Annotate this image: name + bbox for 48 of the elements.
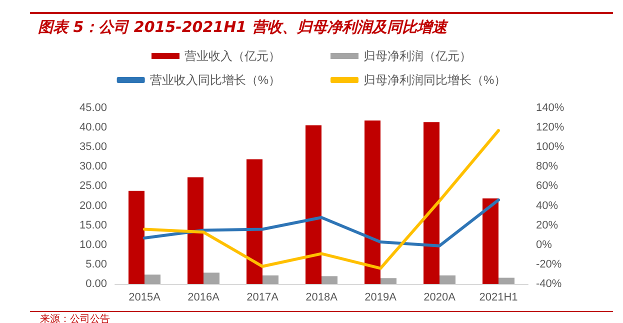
bar (322, 276, 338, 284)
y-tick-label: 45.00 (79, 102, 107, 114)
y-tick-label: 0.00 (86, 278, 107, 290)
line-series (143, 198, 500, 248)
x-tick-label: 2018A (306, 292, 338, 304)
bar (498, 278, 514, 284)
x-tick-label: 2021H1 (479, 292, 518, 304)
x-tick-label: 2019A (364, 292, 398, 304)
y2-tick-label: 140% (536, 102, 564, 114)
bar (204, 272, 220, 284)
y2-tick-label: 40% (536, 200, 558, 212)
bar (440, 275, 456, 284)
x-tick-label: 2016A (188, 292, 220, 304)
y-tick-label: 10.00 (79, 238, 107, 251)
bar (144, 274, 160, 284)
bar (482, 198, 498, 284)
chart-title: 图表 5：公司 2015-2021H1 营收、归母净利润及同比增速 (38, 18, 447, 37)
y-tick-label: 30.00 (79, 160, 107, 173)
legend-label: 营业收入（亿元） (184, 49, 280, 63)
y2-tick-label: 120% (536, 122, 564, 134)
y2-tick-label: 60% (536, 180, 558, 192)
y-tick-label: 20.00 (79, 200, 107, 212)
x-tick-label: 2020A (424, 292, 456, 304)
y-tick-label: 40.00 (79, 122, 107, 134)
y2-tick-label: 0% (536, 238, 552, 251)
y2-tick-label: -40% (536, 278, 562, 290)
x-tick-label: 2015A (128, 292, 162, 304)
bar (188, 177, 204, 284)
y-tick-label: 25.00 (79, 180, 107, 192)
bar (246, 159, 262, 284)
legend-label: 归母净利润同比增长（%） (364, 73, 506, 87)
y-tick-label: 35.00 (79, 141, 107, 154)
bar (380, 278, 396, 284)
line-series (143, 128, 500, 270)
y2-tick-label: -20% (536, 258, 562, 270)
legend-label: 归母净利润（亿元） (364, 49, 472, 63)
bar (306, 125, 322, 284)
bar (262, 275, 278, 284)
bar (424, 122, 440, 284)
bar (128, 190, 144, 284)
y2-tick-label: 80% (536, 160, 558, 173)
x-tick-label: 2017A (246, 292, 280, 304)
y-tick-label: 15.00 (79, 219, 107, 232)
bar (364, 120, 380, 284)
y-tick-label: 5.00 (86, 258, 107, 270)
y2-tick-label: 20% (536, 219, 558, 232)
legend-label: 营业收入同比增长（%） (150, 73, 280, 87)
y2-tick-label: 100% (536, 141, 564, 154)
